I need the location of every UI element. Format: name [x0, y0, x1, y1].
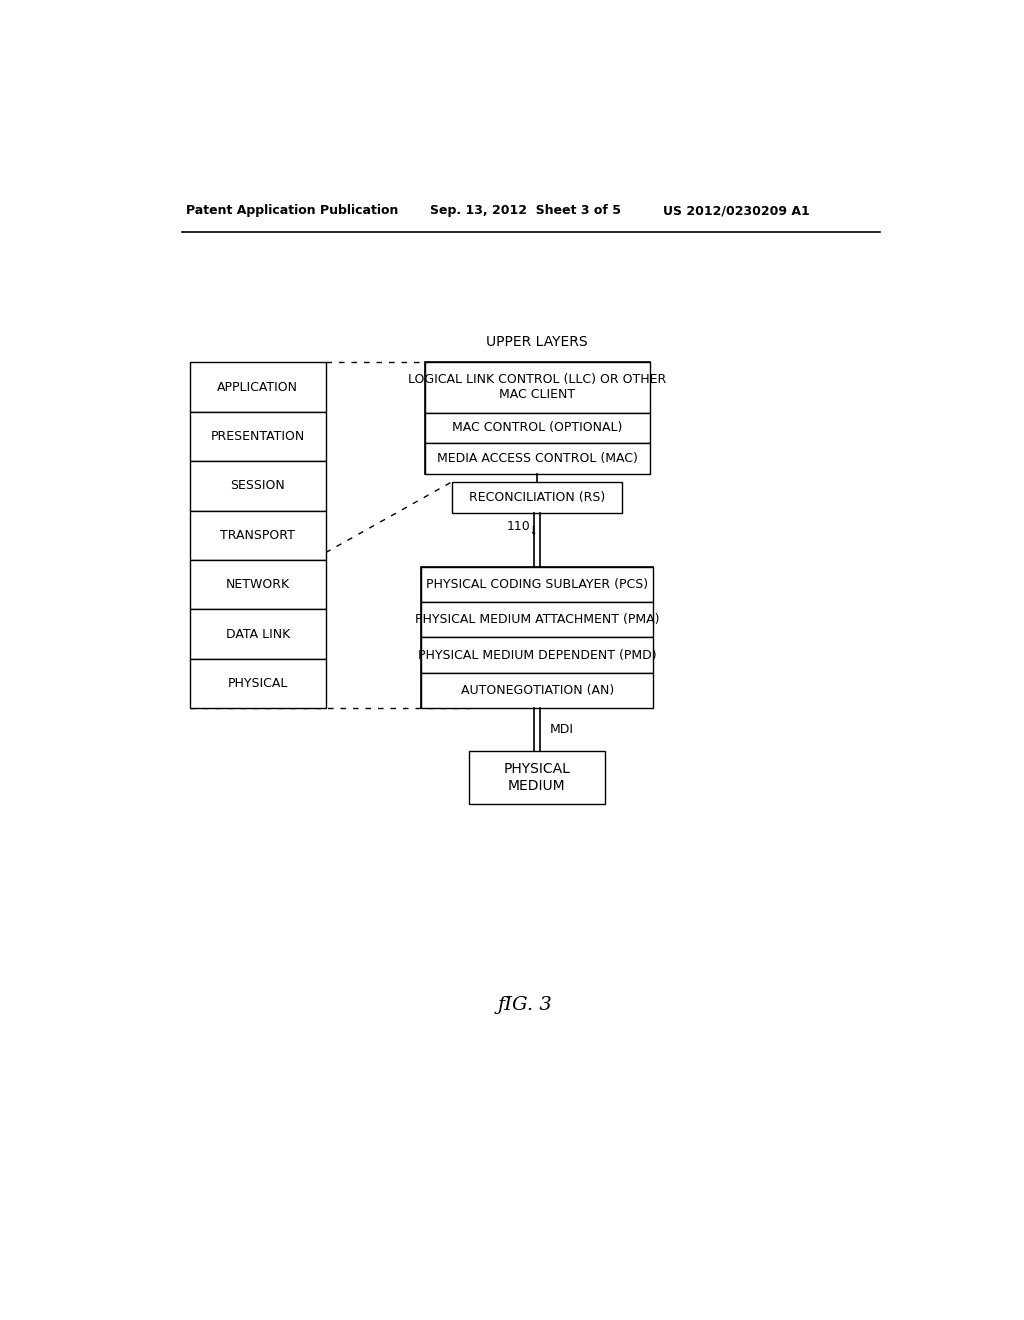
Bar	[425, 363, 649, 474]
Text: UPPER LAYERS: UPPER LAYERS	[486, 335, 588, 348]
Text: MDI: MDI	[550, 723, 573, 737]
Text: APPLICATION: APPLICATION	[217, 380, 298, 393]
Text: PHYSICAL MEDIUM DEPENDENT (PMD): PHYSICAL MEDIUM DEPENDENT (PMD)	[418, 648, 656, 661]
Bar	[190, 461, 326, 511]
Bar	[425, 444, 649, 474]
Bar	[190, 560, 326, 610]
Text: AUTONEGOTIATION (AN): AUTONEGOTIATION (AN)	[461, 684, 613, 697]
Bar	[421, 566, 653, 708]
Bar	[421, 673, 653, 708]
Bar	[190, 610, 326, 659]
Bar	[469, 751, 604, 804]
Bar	[452, 482, 623, 512]
Text: DATA LINK: DATA LINK	[225, 627, 290, 640]
Text: PHYSICAL CODING SUBLAYER (PCS): PHYSICAL CODING SUBLAYER (PCS)	[426, 578, 648, 591]
Bar	[425, 363, 649, 412]
Text: Patent Application Publication: Patent Application Publication	[186, 205, 398, 218]
Text: MAC CONTROL (OPTIONAL): MAC CONTROL (OPTIONAL)	[452, 421, 623, 434]
Text: SESSION: SESSION	[230, 479, 286, 492]
Text: ƒIG. 3: ƒIG. 3	[498, 997, 552, 1014]
Text: Sep. 13, 2012  Sheet 3 of 5: Sep. 13, 2012 Sheet 3 of 5	[430, 205, 622, 218]
Bar	[421, 602, 653, 638]
Bar	[425, 413, 649, 444]
Text: 110: 110	[507, 520, 530, 533]
Bar	[190, 659, 326, 708]
Bar	[421, 638, 653, 673]
Text: MEDIA ACCESS CONTROL (MAC): MEDIA ACCESS CONTROL (MAC)	[437, 453, 638, 465]
Text: PRESENTATION: PRESENTATION	[211, 430, 305, 444]
Bar	[421, 566, 653, 602]
Text: TRANSPORT: TRANSPORT	[220, 529, 295, 541]
Text: RECONCILIATION (RS): RECONCILIATION (RS)	[469, 491, 605, 504]
Text: LOGICAL LINK CONTROL (LLC) OR OTHER
MAC CLIENT: LOGICAL LINK CONTROL (LLC) OR OTHER MAC …	[409, 374, 667, 401]
Bar	[190, 412, 326, 461]
Text: PHYSICAL
MEDIUM: PHYSICAL MEDIUM	[504, 763, 570, 792]
Bar	[190, 363, 326, 412]
Text: PHYSICAL: PHYSICAL	[227, 677, 288, 690]
Text: NETWORK: NETWORK	[225, 578, 290, 591]
Text: PHYSICAL MEDIUM ATTACHMENT (PMA): PHYSICAL MEDIUM ATTACHMENT (PMA)	[415, 612, 659, 626]
Text: US 2012/0230209 A1: US 2012/0230209 A1	[663, 205, 810, 218]
Bar	[190, 511, 326, 560]
